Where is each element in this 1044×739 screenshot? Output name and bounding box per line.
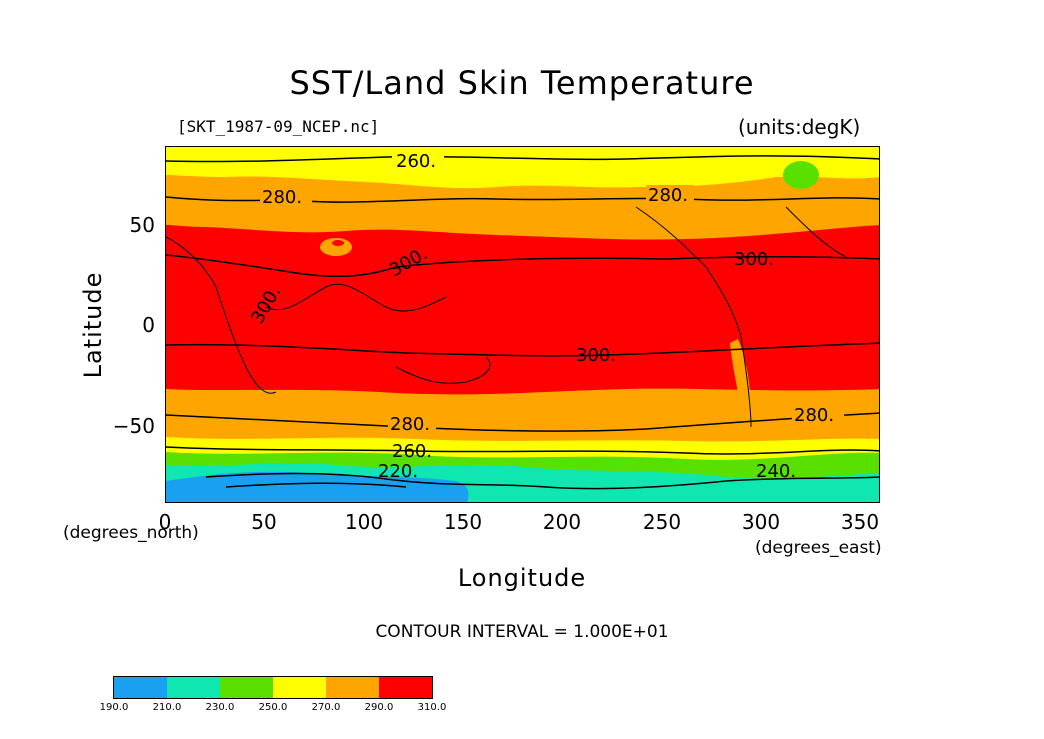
contour-280-south: [166, 412, 879, 432]
colorbar-label-310: 310.0: [417, 702, 447, 713]
map-plot: 260. 280. 280. 300. 300. 300. 300. 280. …: [166, 147, 879, 502]
contour-label-260-north: 260.: [396, 151, 436, 172]
coast-asia: [265, 283, 447, 312]
contour-220-south: [225, 482, 407, 488]
x-tick-200: 200: [542, 510, 582, 534]
colorbar-segment-190-210: [114, 677, 167, 698]
x-tick-50: 50: [251, 510, 277, 534]
andes-region: [730, 339, 752, 432]
y-axis-unit: (degrees_north): [63, 523, 199, 543]
x-tick-300: 300: [741, 510, 781, 534]
colorbar-label-230: 230.0: [205, 702, 235, 713]
x-tick-250: 250: [642, 510, 682, 534]
greenland-green: [783, 161, 819, 189]
tibet-region: [320, 238, 352, 256]
contour-label-bg: [260, 187, 312, 207]
contour-label-bg: [388, 415, 436, 435]
contour-interval-label: CONTOUR INTERVAL = 1.000E+01: [375, 622, 669, 642]
y-tick-0: 0: [142, 313, 155, 337]
contour-label-260-south: 260.: [392, 441, 432, 462]
contour-label-bg: [392, 151, 444, 171]
x-tick-100: 100: [344, 510, 384, 534]
x-tick-150: 150: [443, 510, 483, 534]
units-label: (units:degK): [738, 115, 861, 139]
chart-title: SST/Land Skin Temperature: [289, 64, 755, 102]
colorbar-segment-290-310: [379, 677, 432, 698]
contour-label-280-ne: 280.: [648, 185, 688, 206]
colorbar: [113, 676, 433, 699]
contour-label-300-atlantic: 300.: [734, 249, 774, 270]
temperature-map: 260. 280. 280. 300. 300. 300. 300. 280. …: [165, 146, 880, 503]
y-tick-50: 50: [129, 213, 155, 237]
x-axis-label: Longitude: [457, 564, 587, 592]
contour-label-280-se: 280.: [794, 405, 834, 426]
contour-label-280-nw: 280.: [262, 187, 302, 208]
contour-label-bg: [646, 185, 694, 205]
contour-label-240: 240.: [756, 461, 796, 482]
colorbar-segment-210-230: [167, 677, 220, 698]
colorbar-label-250: 250.0: [258, 702, 288, 713]
x-axis-unit: (degrees_east): [755, 538, 882, 558]
contour-lines: [166, 155, 879, 490]
y-tick-minus-50: −50: [112, 414, 155, 438]
tibet-core: [332, 240, 344, 246]
file-label: [SKT_1987-09_NCEP.nc]: [177, 117, 380, 136]
coast-africa: [166, 236, 277, 394]
contour-label-280-sw: 280.: [390, 414, 430, 435]
coast-australia: [395, 356, 491, 384]
contour-300-north: [166, 254, 879, 278]
contour-label-220: 220.: [378, 461, 418, 482]
coastlines: [166, 206, 847, 428]
colorbar-segment-230-250: [220, 677, 273, 698]
contour-240-south: [205, 472, 879, 490]
colorbar-label-190: 190.0: [99, 702, 129, 713]
contour-300-south: [166, 342, 879, 357]
coast-north-atlantic: [785, 206, 847, 258]
x-tick-350: 350: [840, 510, 880, 534]
contour-260-south: [166, 446, 879, 455]
colorbar-segment-250-270: [273, 677, 326, 698]
colorbar-label-290: 290.0: [364, 702, 394, 713]
contour-260-north: [166, 155, 879, 163]
contour-label-bg: [792, 405, 844, 425]
colorbar-label-270: 270.0: [311, 702, 341, 713]
x-tick-0: 0: [158, 510, 172, 534]
colorbar-segment-270-290: [326, 677, 379, 698]
colorbar-label-210: 210.0: [152, 702, 182, 713]
contour-label-300-pacific: 300.: [576, 345, 616, 366]
coast-americas: [635, 206, 752, 428]
